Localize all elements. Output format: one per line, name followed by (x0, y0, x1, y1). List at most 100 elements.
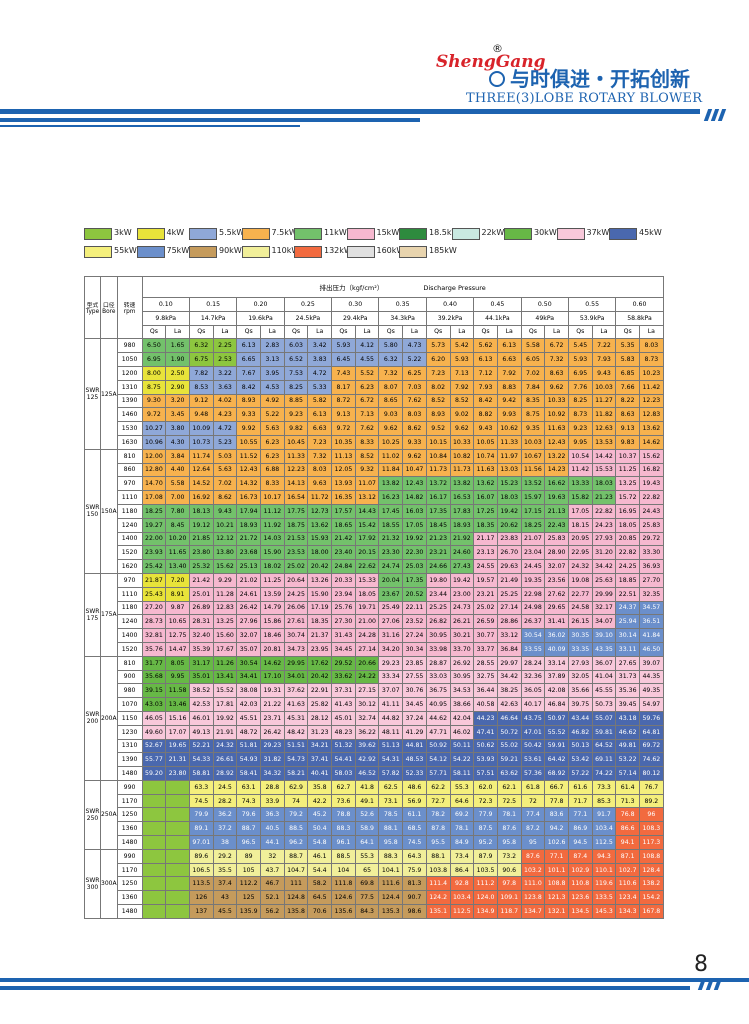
qs-cell: 50.42 (520, 738, 546, 754)
qs-cell: 23.21 (425, 545, 451, 561)
la-cell: 15.52 (212, 683, 238, 699)
qs-cell (141, 848, 167, 864)
discharge-en-label: Discharge Pressure (423, 284, 486, 292)
qs-cell: 23.93 (141, 545, 167, 561)
la-cell: 30.34 (402, 641, 427, 657)
qs-cell: 51.81 (236, 738, 261, 754)
legend-label: 185kW (429, 246, 457, 255)
qs-cell: 22.98 (520, 586, 546, 602)
la-cell: 15.42 (354, 517, 380, 533)
table-row: 1250 79.9 36.2 79.6 36.3 79.2 45.2 78.8 52.6 78.5… (85, 807, 664, 823)
qs-cell: 27.93 (567, 655, 593, 671)
legend-label: 5.5kW (219, 228, 245, 237)
la-header: La (496, 324, 522, 340)
rpm-cell: 1240 (116, 517, 143, 533)
model-type-cell: SWR 150 (84, 448, 101, 574)
qs-cell: 33.77 (473, 641, 498, 657)
qs-cell: 11.74 (188, 448, 214, 464)
qs-cell: 8.52 (425, 393, 451, 409)
la-cell: 50.11 (449, 738, 475, 754)
qs-cell: 43.03 (141, 697, 167, 712)
la-cell: 36.84 (496, 641, 522, 657)
qs-cell: 13.33 (567, 476, 593, 492)
qs-cell: 111.4 (425, 876, 451, 892)
la-cell: 11.92 (260, 517, 285, 533)
rpm-cell: 1630 (116, 434, 143, 450)
la-cell: 12.63 (591, 421, 617, 436)
qs-cell: 112.2 (236, 876, 261, 892)
rpm-cell: 980 (116, 683, 143, 699)
qs-cell: 26.15 (567, 614, 593, 630)
table-row: SWR 250 250A 990 63.3 24.5 63.1 28.8 62.9 35.8 62… (84, 779, 664, 850)
la-cell: 29.63 (496, 559, 522, 574)
la-cell: 7.62 (354, 421, 380, 436)
rpm-cell: 1200 (116, 365, 143, 381)
la-cell: 34.07 (591, 614, 617, 630)
rpm-cell: 1180 (116, 503, 143, 519)
qs-cell: 88.3 (378, 848, 404, 864)
la-cell: 3.95 (260, 365, 285, 381)
la-cell: 6.23 (354, 379, 380, 395)
page-number: 8 (694, 952, 708, 977)
la-cell: 22.30 (402, 545, 427, 561)
qs-cell: 111.0 (520, 876, 546, 892)
table-row: 1150 46.05 15.16 46.01 19.92 45.51 23.71 45.31 2… (85, 710, 664, 726)
rpm-cell: 1230 (116, 724, 143, 740)
la-cell: 16.03 (402, 503, 427, 519)
la-cell: 101.1 (544, 862, 569, 878)
la-cell: 1.65 (165, 338, 190, 354)
la-cell: 13.25 (212, 614, 238, 630)
qs-cell: 50.92 (425, 738, 451, 754)
la-cell: 26.42 (260, 724, 285, 740)
la-cell: 5.22 (402, 352, 427, 367)
la-cell: 36.3 (260, 807, 285, 823)
la-cell: 11.72 (307, 490, 333, 505)
qs-cell: 11.25 (615, 462, 640, 478)
la-cell: 8.91 (165, 586, 190, 602)
qs-cell: 9.52 (425, 421, 451, 436)
logo-wordmark: ShengGang (436, 52, 546, 72)
qs-cell: 6.20 (425, 352, 451, 367)
la-cell: 25.83 (639, 517, 664, 533)
la-cell: 7.02 (212, 476, 238, 492)
la-cell: 52.1 (260, 890, 285, 906)
la-cell: 19.65 (165, 738, 190, 754)
qs-header: Qs (331, 324, 356, 340)
qs-cell (141, 890, 167, 906)
qs-cell (141, 779, 167, 795)
la-header: La (402, 324, 427, 340)
la-cell: 59.91 (544, 738, 569, 754)
qs-cell: 31.73 (615, 669, 640, 685)
la-cell: 14.47 (165, 641, 190, 657)
la-cell: 4.02 (212, 393, 238, 409)
la-cell: 3.63 (212, 379, 238, 395)
qs-cell: 86.6 (615, 821, 640, 837)
la-cell: 5.82 (307, 393, 333, 409)
la-cell: 32.74 (354, 710, 380, 726)
rpm-cell: 970 (116, 476, 143, 492)
la-cell: 118.7 (496, 904, 522, 919)
la-cell: 19.31 (260, 683, 285, 699)
legend-label: 7.5kW (271, 228, 297, 237)
la-cell (165, 821, 190, 837)
qs-cell: 16.54 (283, 490, 309, 505)
la-cell: 28.92 (212, 766, 238, 781)
qs-cell: 34.73 (283, 641, 309, 657)
qs-cell: 135.1 (425, 904, 451, 919)
rpm-cell: 990 (116, 848, 143, 864)
rpm-cell: 1360 (116, 821, 143, 837)
qs-cell: 13.25 (615, 476, 640, 492)
rpm-cell: 1180 (116, 600, 143, 616)
qs-cell: 36.75 (425, 683, 451, 699)
qs-cell: 7.12 (473, 365, 498, 381)
la-cell: 64.42 (544, 752, 569, 768)
la-cell: 31.41 (544, 614, 569, 630)
la-cell: 46.7 (260, 876, 285, 892)
la-cell: 24.43 (639, 503, 664, 519)
la-header: La (260, 324, 285, 340)
qs-cell: 7.76 (567, 379, 593, 395)
la-cell: 3.42 (307, 338, 333, 354)
la-cell: 42.08 (544, 683, 569, 699)
la-cell: 10.33 (449, 434, 475, 450)
la-cell: 14.23 (544, 462, 569, 478)
